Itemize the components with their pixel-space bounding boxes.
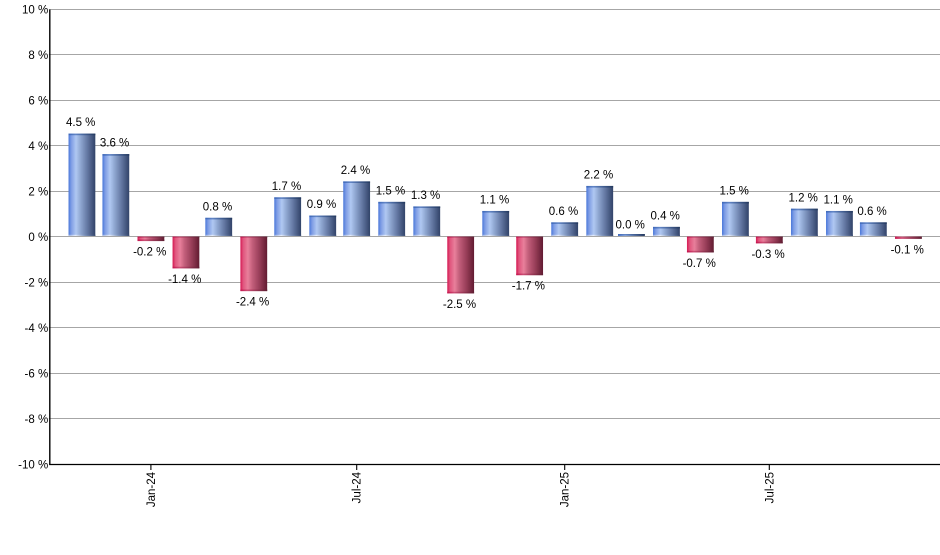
svg-text:2.4 %: 2.4 % xyxy=(341,165,370,177)
svg-text:1.1 %: 1.1 % xyxy=(480,195,509,207)
svg-text:2.2 %: 2.2 % xyxy=(584,170,613,182)
svg-text:-0.1 %: -0.1 % xyxy=(891,244,924,256)
svg-text:10 %: 10 % xyxy=(22,5,48,17)
svg-text:6 %: 6 % xyxy=(28,96,48,108)
svg-text:0.8 %: 0.8 % xyxy=(203,201,232,213)
svg-text:0.0 %: 0.0 % xyxy=(615,220,644,232)
svg-text:-2.4 %: -2.4 % xyxy=(236,297,269,309)
svg-text:8 %: 8 % xyxy=(28,50,48,62)
svg-text:-8 %: -8 % xyxy=(25,414,49,426)
svg-text:1.3 %: 1.3 % xyxy=(411,190,440,202)
svg-text:0.6 %: 0.6 % xyxy=(549,206,578,218)
svg-text:-0.2 %: -0.2 % xyxy=(133,247,166,259)
svg-text:4.5 %: 4.5 % xyxy=(66,117,95,129)
svg-text:-4 %: -4 % xyxy=(25,323,49,335)
svg-text:4 %: 4 % xyxy=(28,141,48,153)
svg-text:3.6 %: 3.6 % xyxy=(100,138,129,150)
svg-text:-6 %: -6 % xyxy=(25,369,49,381)
svg-text:2 %: 2 % xyxy=(28,187,48,199)
svg-text:1.7 %: 1.7 % xyxy=(272,181,301,193)
svg-text:-0.3 %: -0.3 % xyxy=(751,249,784,261)
svg-text:-0.7 %: -0.7 % xyxy=(683,258,716,270)
svg-text:-2.5 %: -2.5 % xyxy=(443,299,476,311)
svg-text:1.1 %: 1.1 % xyxy=(823,195,852,207)
svg-text:Jan-25: Jan-25 xyxy=(560,472,572,507)
svg-text:-1.4 %: -1.4 % xyxy=(168,274,201,286)
svg-text:-10 %: -10 % xyxy=(18,460,48,472)
svg-text:-2 %: -2 % xyxy=(25,278,49,290)
svg-text:0.6 %: 0.6 % xyxy=(857,206,886,218)
svg-text:Jan-24: Jan-24 xyxy=(146,471,158,507)
svg-text:-1.7 %: -1.7 % xyxy=(512,281,545,293)
svg-text:Jul-25: Jul-25 xyxy=(764,472,776,503)
svg-text:1.2 %: 1.2 % xyxy=(788,192,817,204)
svg-text:0 %: 0 % xyxy=(28,232,48,244)
svg-text:Jul-24: Jul-24 xyxy=(352,471,364,503)
svg-text:1.5 %: 1.5 % xyxy=(719,186,748,198)
svg-text:0.4 %: 0.4 % xyxy=(650,211,679,223)
svg-text:0.9 %: 0.9 % xyxy=(307,199,336,211)
svg-text:1.5 %: 1.5 % xyxy=(376,186,405,198)
